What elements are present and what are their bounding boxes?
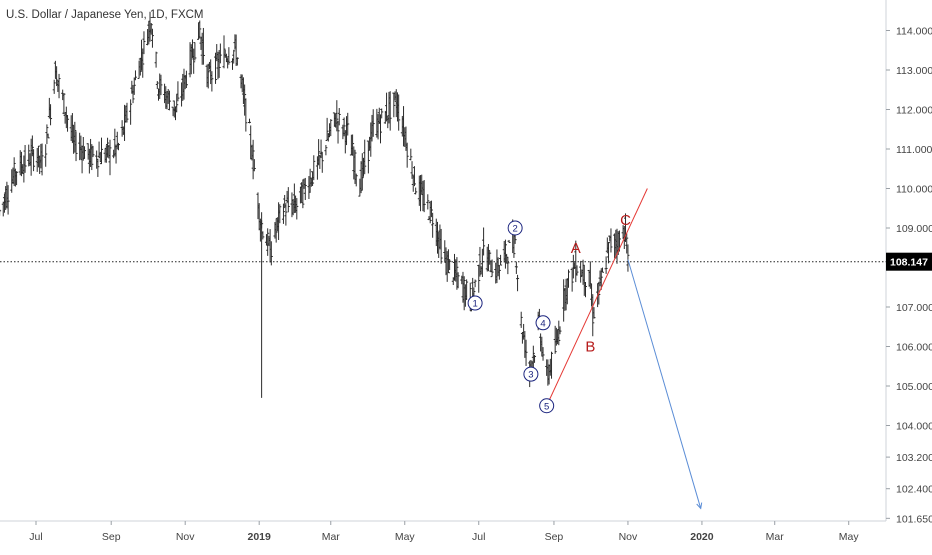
wave-label: A bbox=[571, 240, 581, 257]
x-tick-label: 2019 bbox=[248, 531, 272, 543]
y-tick-label: 101.650 bbox=[896, 513, 932, 525]
x-tick-label: Nov bbox=[176, 531, 195, 543]
x-tick-label: May bbox=[395, 531, 416, 543]
wave-label-circle bbox=[507, 220, 523, 236]
projection-arrow bbox=[627, 259, 702, 509]
y-tick-label: 113.000 bbox=[896, 65, 932, 77]
y-tick-label: 109.000 bbox=[896, 223, 932, 235]
x-tick-label: Mar bbox=[322, 531, 341, 543]
wave-label: 1 bbox=[472, 299, 477, 310]
x-tick-label: Jul bbox=[472, 531, 485, 543]
wave-label: 3 bbox=[528, 370, 533, 381]
y-tick-label: 103.200 bbox=[896, 452, 932, 464]
x-tick-label: Sep bbox=[102, 531, 121, 543]
ohlc-series bbox=[0, 11, 630, 398]
wave-label-circle bbox=[539, 398, 555, 414]
wave-label-circle bbox=[523, 366, 539, 382]
projection-arrow-head bbox=[696, 502, 703, 510]
wave-label: 4 bbox=[540, 318, 545, 329]
y-tick-label: 105.000 bbox=[896, 381, 932, 393]
chart-title: U.S. Dollar / Japanese Yen, 1D, FXCM bbox=[6, 9, 204, 21]
y-tick-label: 110.000 bbox=[896, 184, 932, 196]
x-tick-label: Jul bbox=[29, 531, 42, 543]
last-price-label: 108.147 bbox=[890, 257, 928, 269]
wave-label-circle bbox=[535, 315, 551, 331]
trendline bbox=[546, 188, 648, 406]
wave-label: 5 bbox=[544, 401, 549, 412]
wave-label-circle bbox=[467, 295, 483, 311]
y-tick-label: 107.000 bbox=[896, 302, 932, 314]
x-tick-label: May bbox=[839, 531, 860, 543]
y-tick-label: 104.000 bbox=[896, 421, 932, 433]
y-tick-label: 102.400 bbox=[896, 484, 932, 496]
x-tick-label: Sep bbox=[545, 531, 564, 543]
x-tick-label: Nov bbox=[619, 531, 638, 543]
wave-label: 2 bbox=[512, 224, 517, 235]
x-tick-label: 2020 bbox=[690, 531, 714, 543]
wave-label: C bbox=[620, 212, 631, 229]
last-price-badge bbox=[886, 252, 932, 271]
y-tick-label: 106.000 bbox=[896, 342, 932, 354]
y-tick-label: 114.000 bbox=[896, 26, 932, 38]
y-tick-label: 112.000 bbox=[896, 105, 932, 117]
x-tick-label: Mar bbox=[766, 531, 785, 543]
wave-label: B bbox=[585, 339, 595, 356]
y-tick-label: 111.000 bbox=[896, 144, 932, 156]
